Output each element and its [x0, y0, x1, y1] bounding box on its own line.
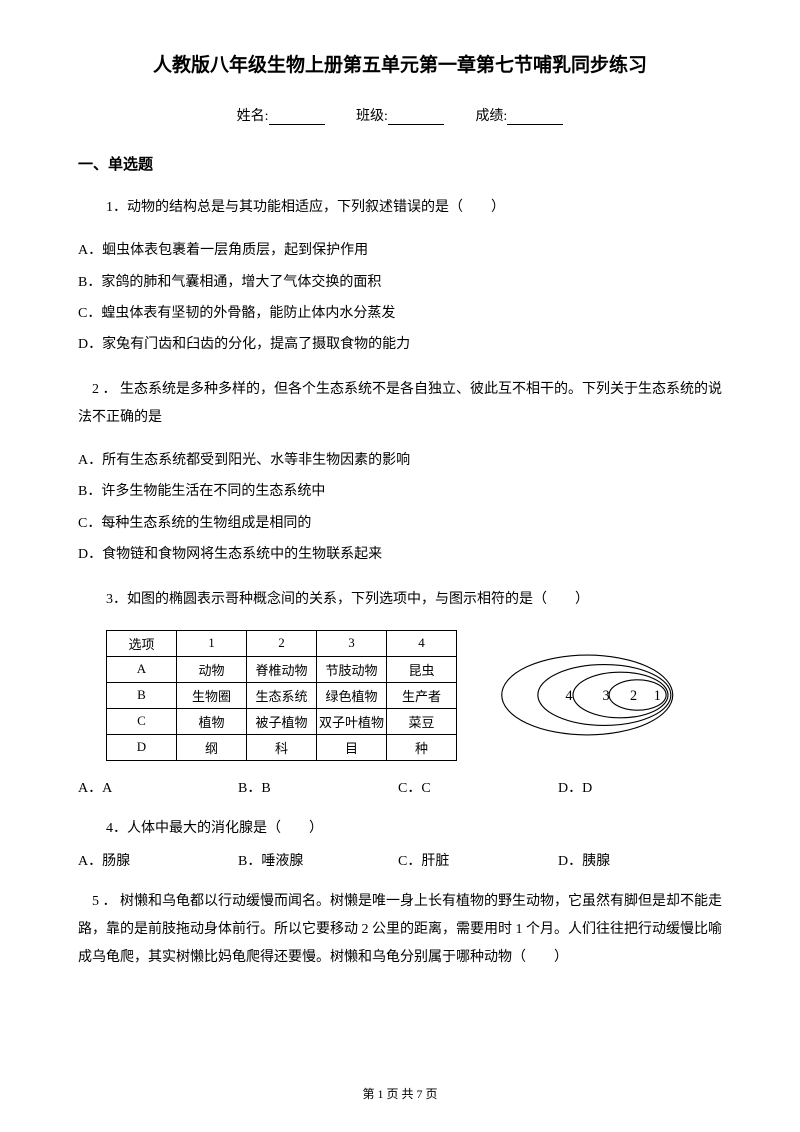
q3-text: 3．如图的椭圆表示哥种概念间的关系，下列选项中，与图示相符的是（ ）	[78, 586, 722, 613]
q4-option-b: B．唾液腺	[238, 850, 398, 870]
ellipse-label-1: 1	[654, 688, 661, 704]
q3-cell: 生产者	[387, 682, 457, 708]
question-4: 4．人体中最大的消化腺是（ ） A．肠腺 B．唾液腺 C．肝脏 D．胰腺	[78, 815, 722, 870]
q3-cell: 节肢动物	[317, 656, 387, 682]
question-5: 5 ． 树懒和乌龟都以行动缓慢而闻名。树懒是唯一身上长有植物的野生动物，它虽然有…	[78, 888, 722, 972]
name-label: 姓名:	[237, 105, 269, 125]
q3-cell: 目	[317, 734, 387, 760]
q3-cell: 纲	[177, 734, 247, 760]
q2-text-span: 2 ． 生态系统是多种多样的，但各个生态系统不是各自独立、彼此互不相干的。下列关…	[78, 382, 722, 424]
page-title: 人教版八年级生物上册第五单元第一章第七节哺乳同步练习	[78, 50, 722, 77]
q3-cell: 绿色植物	[317, 682, 387, 708]
q3-cell: 菜豆	[387, 708, 457, 734]
question-3: 3．如图的椭圆表示哥种概念间的关系，下列选项中，与图示相符的是（ ） 选项 1 …	[78, 586, 722, 796]
q3-cell: 种	[387, 734, 457, 760]
ellipse-label-2: 2	[630, 688, 637, 704]
q3-cell: 植物	[177, 708, 247, 734]
q4-option-c: C．肝脏	[398, 850, 558, 870]
q3-cell: 科	[247, 734, 317, 760]
q1-text: 1．动物的结构总是与其功能相适应，下列叙述错误的是（ ）	[78, 194, 722, 221]
q3-option-d: D．D	[558, 777, 718, 797]
q4-option-a: A．肠腺	[78, 850, 238, 870]
q4-option-d: D．胰腺	[558, 850, 718, 870]
question-1: 1．动物的结构总是与其功能相适应，下列叙述错误的是（ ） A．蛔虫体表包裹着一层…	[78, 194, 722, 358]
q5-text: 5 ． 树懒和乌龟都以行动缓慢而闻名。树懒是唯一身上长有植物的野生动物，它虽然有…	[78, 888, 722, 972]
q4-text: 4．人体中最大的消化腺是（ ）	[78, 815, 722, 842]
q3-th-3: 3	[317, 630, 387, 656]
q3-cell: 脊椎动物	[247, 656, 317, 682]
q1-option-c: C．蝗虫体表有坚韧的外骨骼，能防止体内水分蒸发	[78, 300, 722, 327]
name-blank	[269, 111, 325, 125]
q3-th-0: 选项	[107, 630, 177, 656]
q1-option-b: B．家鸽的肺和气囊相通，增大了气体交换的面积	[78, 269, 722, 296]
student-info-line: 姓名: 班级: 成绩:	[78, 105, 722, 125]
q3-th-4: 4	[387, 630, 457, 656]
q3-cell: 被子植物	[247, 708, 317, 734]
page-footer: 第 1 页 共 7 页	[0, 1085, 800, 1102]
table-row: C 植物 被子植物 双子叶植物 菜豆	[107, 708, 457, 734]
table-row: 选项 1 2 3 4	[107, 630, 457, 656]
q2-option-d: D．食物链和食物网将生态系统中的生物联系起来	[78, 541, 722, 568]
q3-cell: A	[107, 656, 177, 682]
q3-th-2: 2	[247, 630, 317, 656]
q4-options: A．肠腺 B．唾液腺 C．肝脏 D．胰腺	[78, 850, 722, 870]
q2-text: 2 ． 生态系统是多种多样的，但各个生态系统不是各自独立、彼此互不相干的。下列关…	[78, 376, 722, 431]
q3-option-a: A．A	[78, 777, 238, 797]
q3-cell: 双子叶植物	[317, 708, 387, 734]
q2-option-b: B．许多生物能生活在不同的生态系统中	[78, 478, 722, 505]
section-1-title: 一、单选题	[78, 153, 722, 174]
class-label: 班级:	[356, 105, 388, 125]
question-2: 2 ． 生态系统是多种多样的，但各个生态系统不是各自独立、彼此互不相干的。下列关…	[78, 376, 722, 568]
score-blank	[507, 111, 563, 125]
table-row: D 纲 科 目 种	[107, 734, 457, 760]
ellipse-label-4: 4	[565, 688, 572, 704]
q5-text-span: 5 ． 树懒和乌龟都以行动缓慢而闻名。树懒是唯一身上长有植物的野生动物，它虽然有…	[78, 894, 722, 965]
q3-option-b: B．B	[238, 777, 398, 797]
score-label: 成绩:	[475, 105, 507, 125]
q3-cell: C	[107, 708, 177, 734]
class-blank	[388, 111, 444, 125]
q3-cell: 生物圈	[177, 682, 247, 708]
q3-table: 选项 1 2 3 4 A 动物 脊椎动物 节肢动物 昆虫 B 生物圈 生态系统 …	[106, 630, 457, 761]
q1-option-d: D．家兔有门齿和臼齿的分化，提高了摄取食物的能力	[78, 331, 722, 358]
q3-cell: 生态系统	[247, 682, 317, 708]
q3-cell: 昆虫	[387, 656, 457, 682]
q3-ellipse-diagram: 4 3 2 1	[497, 645, 687, 745]
q1-option-a: A．蛔虫体表包裹着一层角质层，起到保护作用	[78, 237, 722, 264]
q3-th-1: 1	[177, 630, 247, 656]
q3-option-c: C．C	[398, 777, 558, 797]
table-row: B 生物圈 生态系统 绿色植物 生产者	[107, 682, 457, 708]
q2-option-a: A．所有生态系统都受到阳光、水等非生物因素的影响	[78, 447, 722, 474]
q3-options: A．A B．B C．C D．D	[78, 777, 722, 797]
q3-cell: B	[107, 682, 177, 708]
q3-cell: 动物	[177, 656, 247, 682]
q3-cell: D	[107, 734, 177, 760]
table-row: A 动物 脊椎动物 节肢动物 昆虫	[107, 656, 457, 682]
ellipse-label-3: 3	[602, 688, 609, 704]
q2-option-c: C．每种生态系统的生物组成是相同的	[78, 510, 722, 537]
